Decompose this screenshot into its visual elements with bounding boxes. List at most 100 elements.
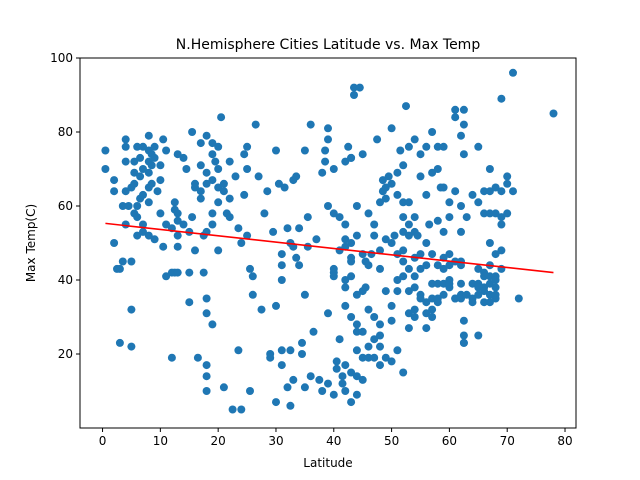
data-point <box>130 157 139 166</box>
data-point <box>254 172 263 181</box>
data-point <box>376 331 384 340</box>
data-point <box>445 279 454 288</box>
data-point <box>485 272 494 281</box>
data-point <box>185 298 194 307</box>
data-point <box>150 142 159 151</box>
data-point <box>286 346 295 355</box>
data-point <box>324 309 332 318</box>
data-point <box>381 194 390 203</box>
data-point <box>130 168 139 177</box>
data-point <box>162 272 171 281</box>
data-point <box>381 287 390 296</box>
data-point <box>269 227 278 236</box>
data-point <box>208 209 217 218</box>
data-point <box>248 272 257 281</box>
data-point <box>497 94 506 103</box>
data-point <box>219 179 228 188</box>
data-point <box>433 216 442 225</box>
data-point <box>121 187 130 196</box>
data-point <box>324 124 332 133</box>
data-point <box>384 172 393 181</box>
data-point <box>341 276 350 284</box>
data-point <box>298 350 306 358</box>
data-point <box>410 305 419 314</box>
data-point <box>150 153 159 162</box>
data-point <box>173 150 182 159</box>
data-point <box>101 165 110 173</box>
y-tick-label: 100 <box>50 51 73 65</box>
x-tick-label: 80 <box>557 434 572 448</box>
x-axis-label: Latitude <box>303 456 352 470</box>
data-point <box>341 220 350 229</box>
data-point <box>208 220 217 229</box>
data-point <box>373 135 382 144</box>
data-point <box>422 309 431 318</box>
data-point <box>514 294 523 303</box>
data-point <box>428 294 437 303</box>
data-point <box>162 146 171 155</box>
data-point <box>433 142 442 151</box>
x-tick-label: 0 <box>99 434 107 448</box>
data-point <box>347 368 356 377</box>
data-point <box>457 202 465 210</box>
plot-frame <box>79 57 577 429</box>
data-point <box>133 142 142 151</box>
data-point <box>179 220 188 229</box>
data-point <box>474 290 483 299</box>
data-point <box>202 309 211 318</box>
data-point <box>115 338 124 347</box>
data-point <box>133 231 142 240</box>
data-point <box>124 202 133 210</box>
data-point <box>208 139 217 148</box>
data-point <box>451 187 460 196</box>
data-point <box>402 102 410 111</box>
data-point <box>347 313 356 321</box>
data-point <box>234 224 243 233</box>
data-point <box>387 357 396 366</box>
data-point <box>404 231 413 240</box>
data-point <box>370 231 379 240</box>
data-point <box>381 353 390 362</box>
data-point <box>202 361 211 370</box>
data-point <box>370 313 379 321</box>
data-point <box>404 324 413 333</box>
data-point <box>225 213 234 222</box>
data-point <box>468 190 477 199</box>
data-point <box>300 290 309 299</box>
data-point <box>144 231 153 240</box>
data-point <box>491 209 500 218</box>
data-point <box>321 146 330 155</box>
data-point <box>370 353 379 362</box>
data-point <box>202 179 211 188</box>
data-point <box>139 142 147 151</box>
data-point <box>136 172 145 181</box>
data-point <box>243 142 252 151</box>
data-point <box>393 287 402 296</box>
data-point <box>173 216 182 225</box>
data-point <box>147 179 156 188</box>
data-point <box>240 190 249 199</box>
data-point <box>485 279 494 288</box>
data-point <box>352 327 361 336</box>
y-tick-label: 20 <box>58 347 73 361</box>
data-point <box>457 279 465 288</box>
data-point <box>376 342 384 351</box>
data-point <box>396 146 405 155</box>
data-point <box>329 272 338 281</box>
data-point <box>428 313 437 321</box>
data-point <box>422 298 431 307</box>
data-point <box>491 183 500 192</box>
data-point <box>399 246 408 255</box>
data-point <box>324 135 332 144</box>
data-point <box>468 298 477 307</box>
data-point <box>133 202 142 210</box>
data-point <box>358 150 367 159</box>
data-point <box>352 202 361 210</box>
data-point <box>451 294 460 303</box>
data-point <box>280 183 289 192</box>
data-point <box>115 264 124 273</box>
data-point <box>283 224 292 233</box>
data-point <box>451 113 460 122</box>
data-point <box>289 375 298 384</box>
